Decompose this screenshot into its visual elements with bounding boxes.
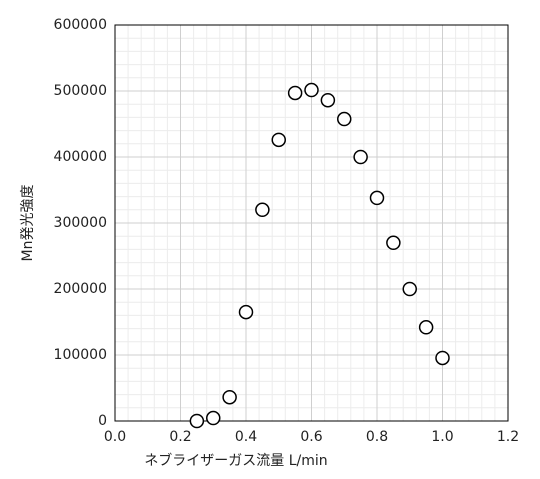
- data-point: [418, 320, 434, 335]
- data-point: [222, 389, 237, 405]
- data-point: [386, 235, 401, 251]
- y-tick-label: 400000: [54, 149, 107, 165]
- data-point: [435, 350, 450, 366]
- data-point: [304, 82, 319, 98]
- data-point: [402, 281, 417, 297]
- data-point: [238, 304, 254, 320]
- x-tick-label: 0.0: [104, 429, 126, 445]
- data-point: [206, 410, 221, 426]
- x-tick-label: 0.4: [235, 429, 257, 445]
- data-point: [369, 190, 385, 206]
- y-tick-label: 500000: [54, 83, 107, 99]
- x-tick-label: 1.0: [431, 429, 453, 445]
- x-tick-label: 1.2: [497, 429, 519, 445]
- plot-frame: [114, 24, 509, 422]
- y-tick-label: 600000: [54, 17, 107, 33]
- x-tick-label: 0.6: [300, 429, 322, 445]
- x-tick-label: 0.8: [366, 429, 388, 445]
- data-point: [255, 202, 270, 218]
- y-tick-label: 100000: [54, 347, 107, 363]
- data-point: [271, 132, 286, 148]
- y-tick-label: 0: [98, 413, 107, 429]
- x-tick-label: 0.2: [169, 429, 191, 445]
- data-point: [337, 111, 352, 127]
- data-point: [189, 413, 205, 429]
- y-tick-label: 200000: [54, 281, 107, 297]
- data-point: [287, 85, 303, 101]
- data-point: [353, 149, 368, 165]
- x-axis-label: ネブライザーガス流量 L/min: [144, 452, 327, 469]
- y-tick-label: 300000: [54, 215, 107, 231]
- data-point: [320, 92, 336, 108]
- y-axis-label: Mn発光強度: [20, 185, 36, 262]
